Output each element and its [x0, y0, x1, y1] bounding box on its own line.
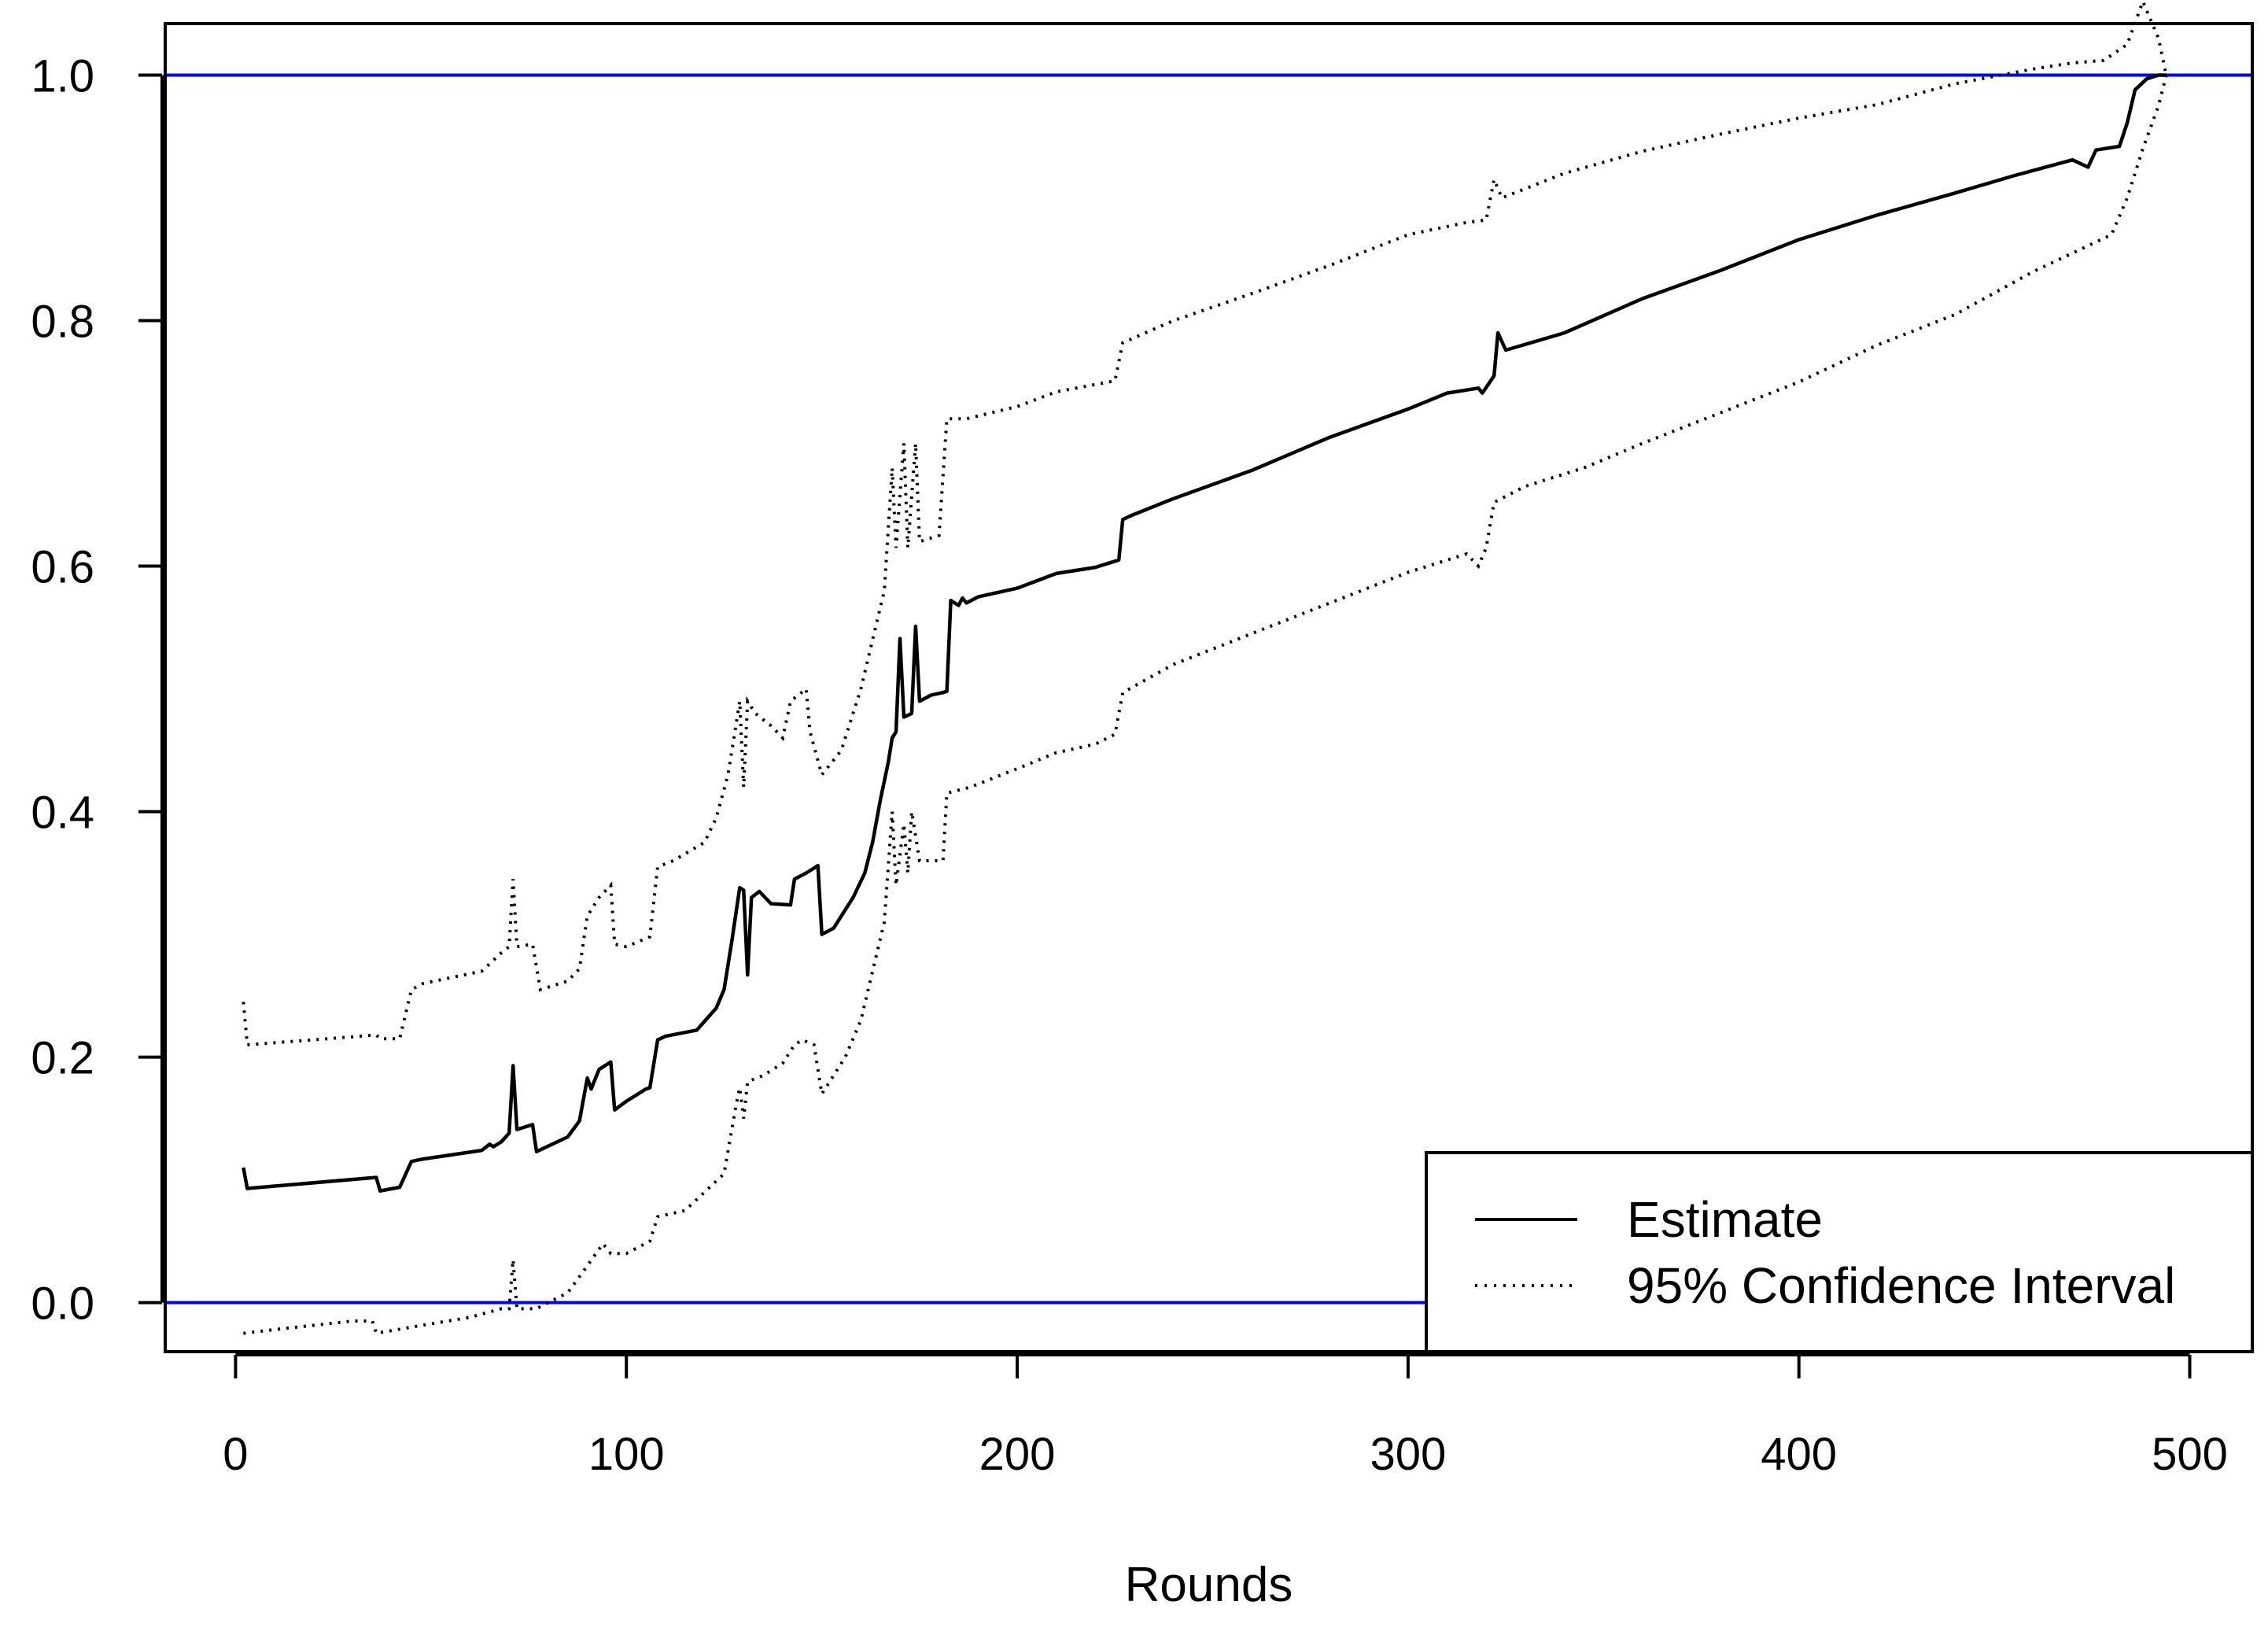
y-tick-label-4: 0.8: [31, 297, 94, 348]
confidence-interval-lower-line: [243, 75, 2168, 1335]
x-tick-label-5: 500: [2152, 1429, 2228, 1480]
confidence-interval-upper-line: [242, 0, 2168, 1047]
x-tick-label-1: 100: [588, 1429, 665, 1480]
y-tick-label-3: 0.6: [31, 542, 94, 593]
estimate-line: [242, 73, 2167, 1193]
x-axis: 0 100 200 300 400 500: [223, 1353, 2228, 1480]
plot-area: [164, 0, 2254, 1353]
plot-frame: [164, 22, 2254, 1353]
x-tick-label-3: 300: [1370, 1429, 1446, 1480]
legend: Estimate 95% Confidence Interval: [1425, 1151, 2254, 1353]
y-axis: 0.0 0.2 0.4 0.6 0.8 1.0: [31, 51, 164, 1330]
x-tick-label-0: 0: [223, 1429, 248, 1480]
y-tick-label-2: 0.4: [31, 788, 94, 839]
series-layer: [242, 0, 2168, 1335]
legend-box: [1425, 1151, 2254, 1353]
y-tick-label-1: 0.2: [31, 1033, 94, 1084]
y-tick-label-0: 0.0: [31, 1279, 94, 1330]
y-tick-label-5: 1.0: [31, 51, 94, 102]
reference-lines: [165, 73, 2252, 1304]
legend-label-confidence-interval: 95% Confidence Interval: [1627, 1257, 2175, 1314]
x-tick-label-4: 400: [1761, 1429, 1837, 1480]
x-axis-title: Rounds: [1125, 1558, 1293, 1612]
legend-label-estimate: Estimate: [1627, 1191, 1823, 1248]
x-tick-label-2: 200: [979, 1429, 1056, 1480]
